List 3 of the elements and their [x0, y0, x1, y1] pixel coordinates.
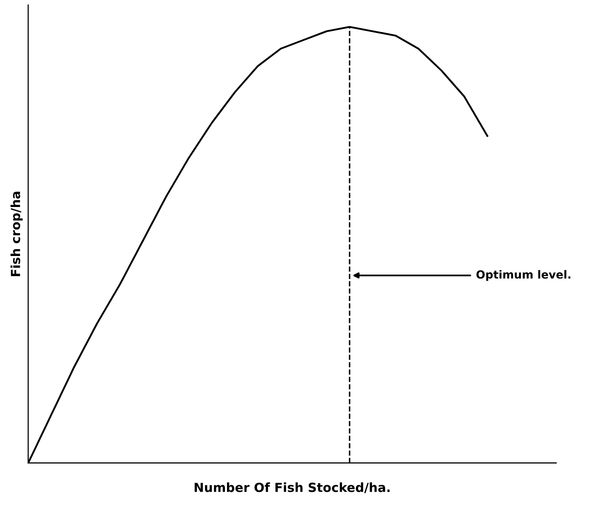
y-axis-title: Fish crop/ha	[10, 192, 23, 276]
x-axis-title: Number Of Fish Stocked/ha.	[194, 482, 390, 494]
annotation: Optimum level.	[476, 270, 570, 281]
